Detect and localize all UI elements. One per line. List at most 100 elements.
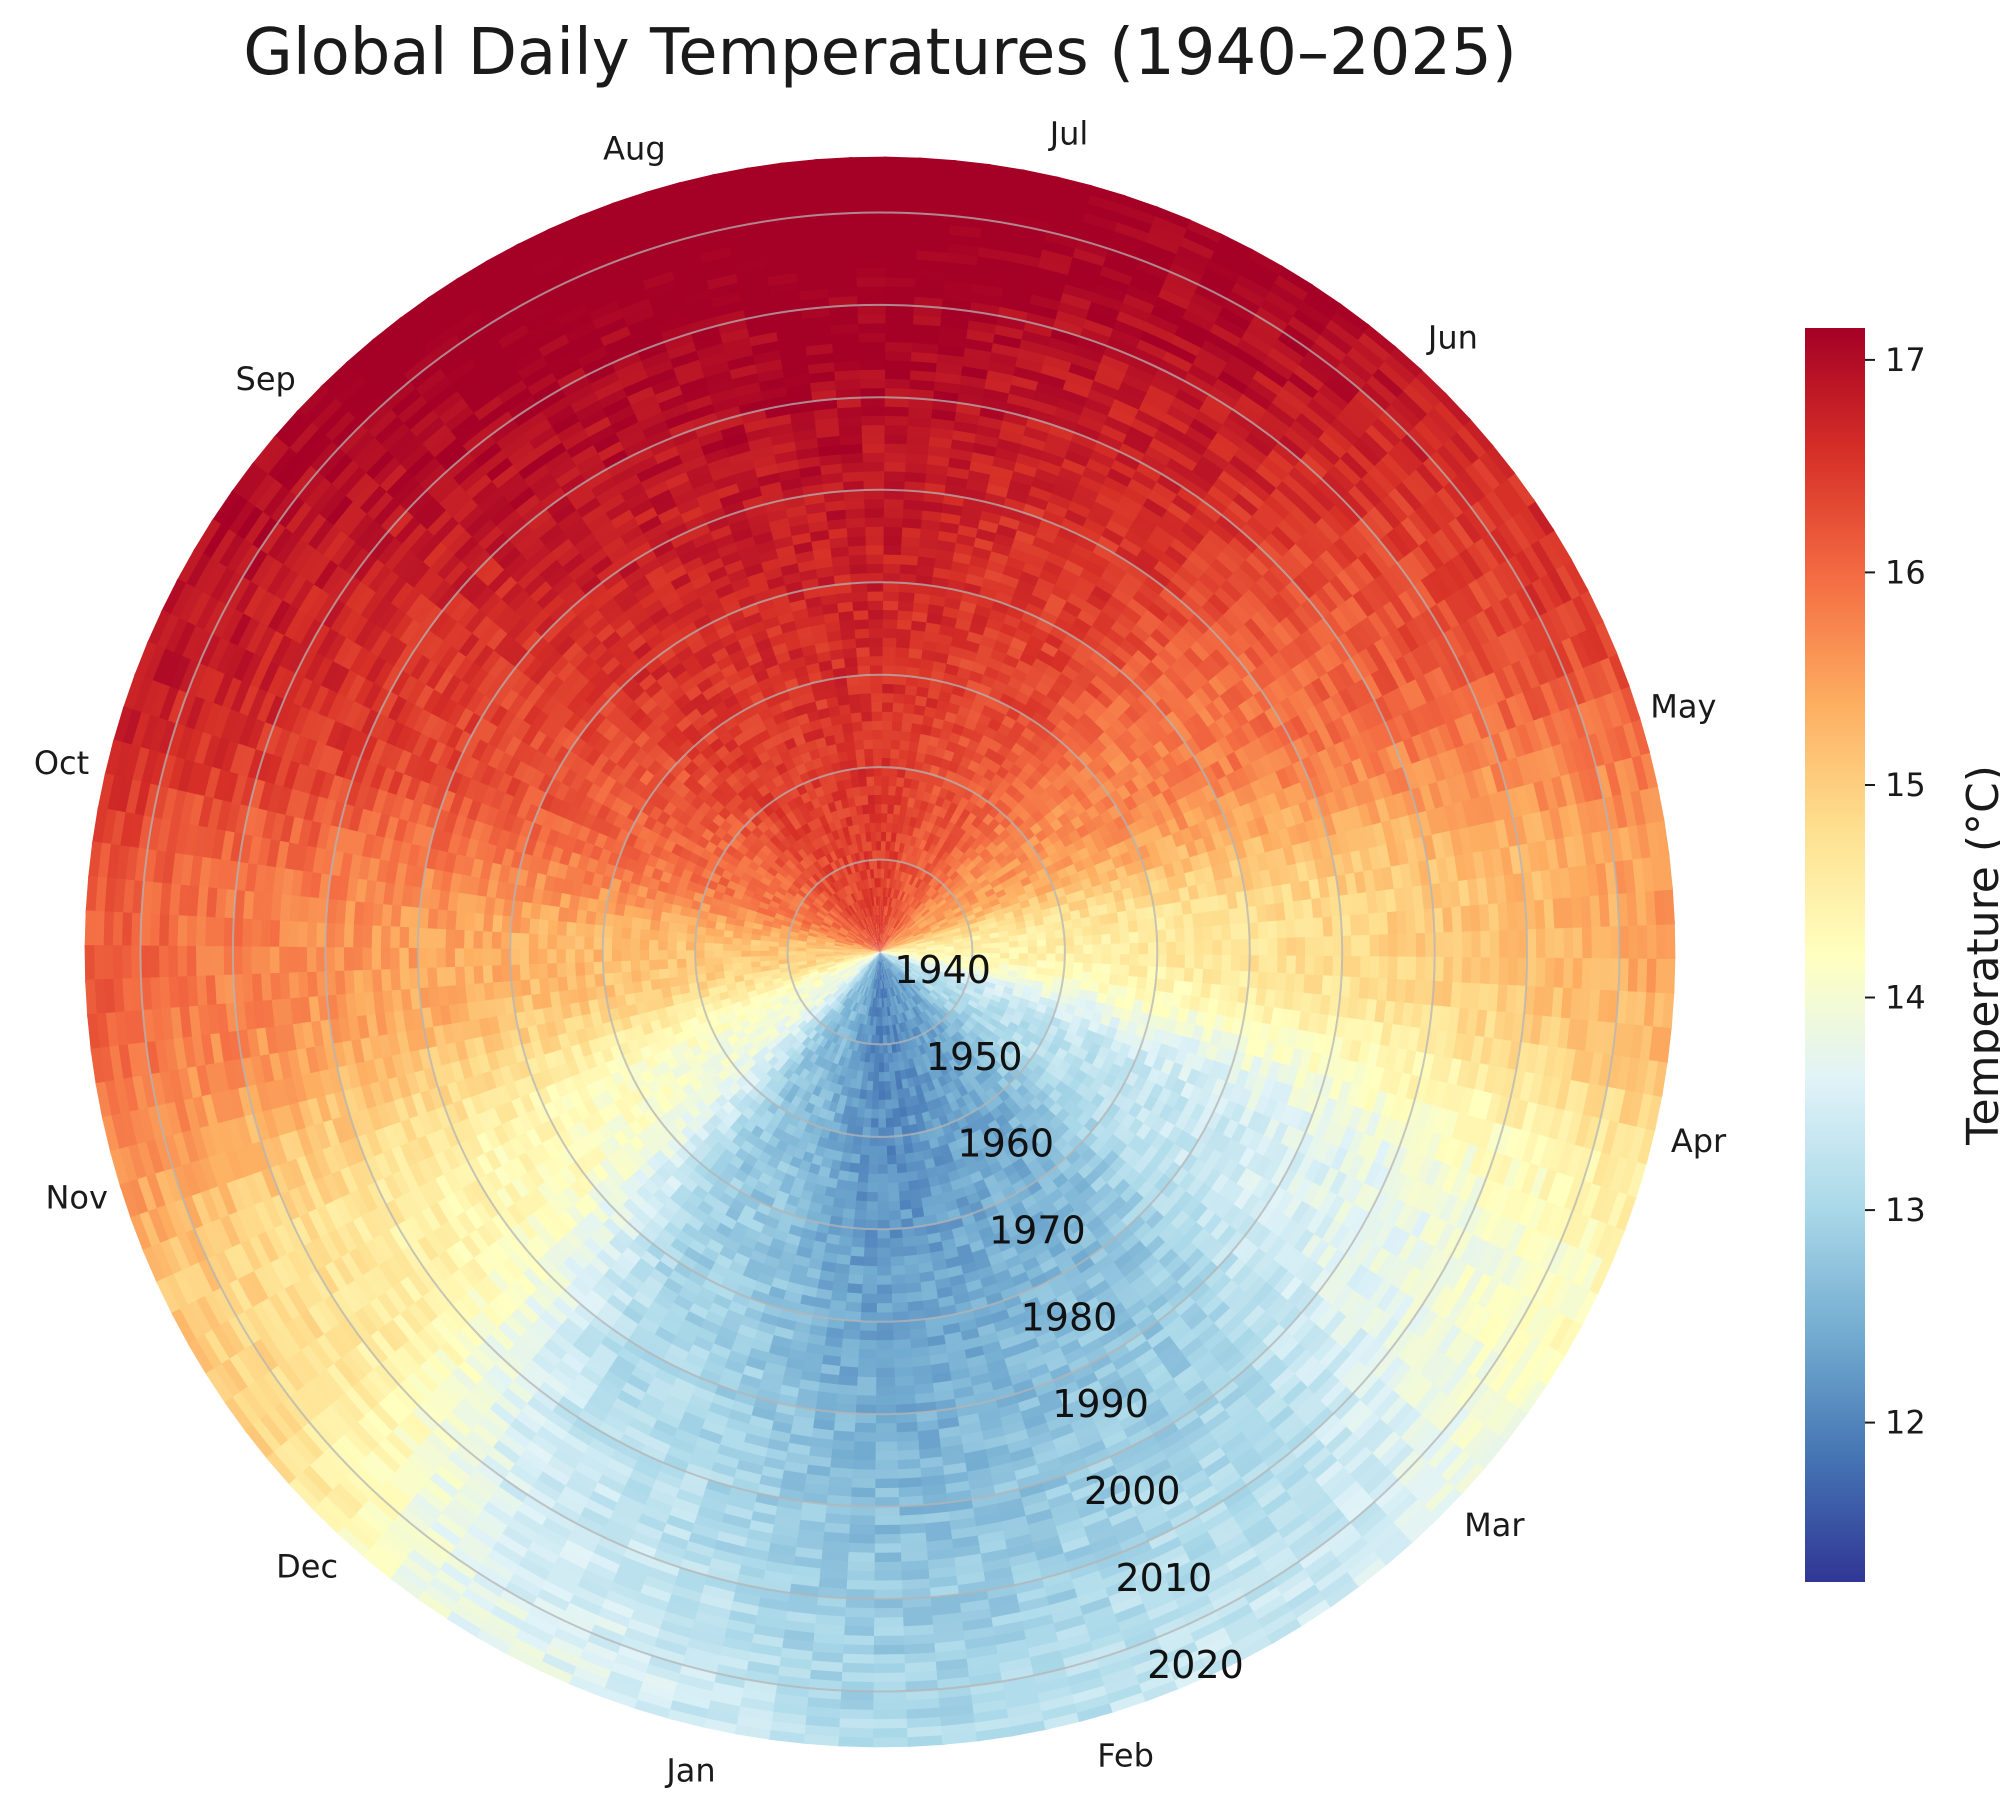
temp-cell <box>611 926 623 940</box>
temp-cell <box>864 1099 873 1110</box>
temp-cell <box>880 943 885 952</box>
temp-cell <box>880 794 889 805</box>
temp-cell <box>880 803 888 814</box>
temp-cell <box>639 928 650 941</box>
temp-cell <box>878 970 880 981</box>
temp-cell <box>862 955 872 960</box>
temp-cell <box>713 936 724 945</box>
temp-cell <box>1138 953 1149 967</box>
temp-cell <box>880 945 888 952</box>
temp-cell <box>867 1071 875 1082</box>
temp-cell <box>855 1200 868 1211</box>
temp-cell <box>713 950 723 959</box>
temp-cell <box>593 949 603 964</box>
temp-cell <box>890 929 898 938</box>
temp-cell <box>853 958 863 963</box>
temp-cell <box>870 952 880 954</box>
temp-cell <box>858 1163 870 1174</box>
temp-cell <box>881 702 894 712</box>
temp-cell <box>864 956 873 963</box>
temp-cell <box>876 1016 880 1027</box>
temp-cell <box>902 703 915 714</box>
temp-cell <box>880 944 887 952</box>
temp-cell <box>865 967 872 977</box>
temp-cell <box>874 924 877 934</box>
temp-cell <box>1119 931 1130 944</box>
temp-cell <box>630 949 640 962</box>
temp-cell <box>873 979 877 989</box>
temp-cell <box>887 1173 900 1184</box>
temp-cell <box>880 812 888 823</box>
temp-cell <box>871 720 882 731</box>
temp-cell <box>885 969 890 979</box>
temp-cell <box>871 952 880 957</box>
temp-cell <box>880 822 887 832</box>
temp-cell <box>892 693 905 704</box>
temp-cell <box>900 721 913 733</box>
temp-cell <box>583 949 594 964</box>
temp-cell <box>880 944 886 952</box>
temp-cell <box>880 952 887 960</box>
temp-cell <box>667 959 678 970</box>
temp-cell <box>878 1155 889 1165</box>
temp-cell <box>883 970 886 980</box>
temp-cell <box>648 950 659 961</box>
temp-cell <box>882 970 885 980</box>
temp-cell <box>852 948 862 951</box>
temp-cell <box>864 1247 879 1258</box>
temp-cell <box>861 952 871 954</box>
temp-cell <box>878 961 880 971</box>
temp-cell <box>886 803 895 814</box>
temp-cell <box>1129 953 1140 966</box>
temp-cell <box>881 961 884 971</box>
temp-cell <box>869 959 876 969</box>
temp-cell <box>862 966 870 975</box>
temp-cell <box>870 702 883 712</box>
temp-cell <box>888 956 897 962</box>
temp-cell <box>620 949 631 963</box>
temp-cell <box>880 945 888 952</box>
temp-cell <box>883 969 888 980</box>
temp-cell <box>878 1099 887 1110</box>
temp-cell <box>1074 944 1084 954</box>
temp-cell <box>880 952 882 962</box>
temp-cell <box>888 954 898 959</box>
temp-cell <box>704 942 714 952</box>
temp-cell <box>883 934 889 944</box>
temp-cell <box>685 950 696 960</box>
temp-cell <box>897 958 907 963</box>
temp-cell <box>870 952 880 954</box>
temp-cell <box>877 1256 893 1267</box>
temp-cell <box>866 958 874 966</box>
temp-cell <box>880 944 887 952</box>
temp-cell <box>872 1090 880 1101</box>
temp-cell <box>667 922 679 934</box>
temp-cell <box>1064 936 1075 946</box>
temp-cell <box>620 938 631 951</box>
temp-cell <box>858 963 867 971</box>
temp-cell <box>867 937 875 946</box>
temp-cell <box>869 969 874 979</box>
temp-cell <box>1118 974 1129 987</box>
temp-cell <box>888 776 897 787</box>
temp-cell <box>880 952 882 962</box>
temp-cell <box>878 1072 885 1082</box>
temp-cell <box>889 927 896 937</box>
temp-cell <box>861 953 871 956</box>
temp-cell <box>1100 962 1112 975</box>
temp-cell <box>866 938 874 946</box>
temp-cell <box>880 952 889 957</box>
temp-cell <box>880 952 889 958</box>
temp-cell <box>870 925 875 935</box>
temp-cell <box>740 950 751 958</box>
temp-cell <box>892 965 900 973</box>
temp-cell <box>896 940 907 946</box>
temp-cell <box>1138 941 1149 955</box>
temp-cell <box>880 886 884 897</box>
temp-cell <box>867 1182 879 1193</box>
temp-cell <box>889 949 899 952</box>
temp-cell <box>859 964 867 972</box>
temp-cell <box>880 943 884 952</box>
temp-cell <box>880 952 890 955</box>
